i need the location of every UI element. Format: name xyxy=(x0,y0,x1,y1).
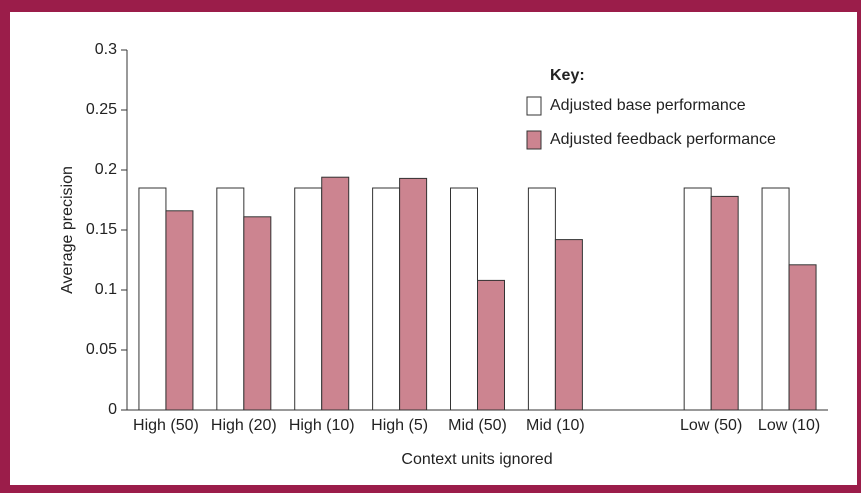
y-tick-label: 0.3 xyxy=(95,41,117,58)
legend-label: Adjusted feedback performance xyxy=(550,131,776,148)
x-tick-label: Low (10) xyxy=(758,417,820,434)
y-tick-label: 0.1 xyxy=(95,281,117,298)
bar xyxy=(554,239,583,411)
bar xyxy=(294,187,323,411)
bar xyxy=(788,264,817,411)
x-tick-label: Mid (50) xyxy=(448,417,507,434)
bar xyxy=(165,210,194,411)
bar xyxy=(527,187,556,411)
x-tick-label: Mid (10) xyxy=(526,417,585,434)
legend-title: Key: xyxy=(550,67,585,84)
bar xyxy=(138,187,167,411)
bar xyxy=(450,187,478,411)
x-axis-label: Context units ignored xyxy=(401,451,552,468)
x-tick-label: Low (50) xyxy=(680,417,742,434)
bar xyxy=(372,187,401,411)
legend-swatch xyxy=(526,96,542,116)
y-axis-label: Average precision xyxy=(59,166,76,294)
y-tick-label: 0.15 xyxy=(86,221,117,238)
y-tick-label: 0.25 xyxy=(86,101,117,118)
bar xyxy=(761,187,790,411)
bar xyxy=(243,216,272,411)
bar xyxy=(683,187,712,411)
legend-swatch xyxy=(526,130,542,150)
x-tick-label: High (50) xyxy=(133,417,199,434)
x-tick-label: High (20) xyxy=(211,417,277,434)
y-tick-label: 0.05 xyxy=(86,341,117,358)
y-tick-label: 0 xyxy=(108,401,117,418)
bar xyxy=(710,195,739,411)
bar xyxy=(321,176,350,411)
bar xyxy=(399,177,428,411)
x-tick-label: High (5) xyxy=(371,417,428,434)
y-tick-label: 0.2 xyxy=(95,161,117,178)
bar xyxy=(477,279,505,411)
bar xyxy=(216,187,245,411)
x-tick-label: High (10) xyxy=(289,417,355,434)
legend-label: Adjusted base performance xyxy=(550,97,746,114)
